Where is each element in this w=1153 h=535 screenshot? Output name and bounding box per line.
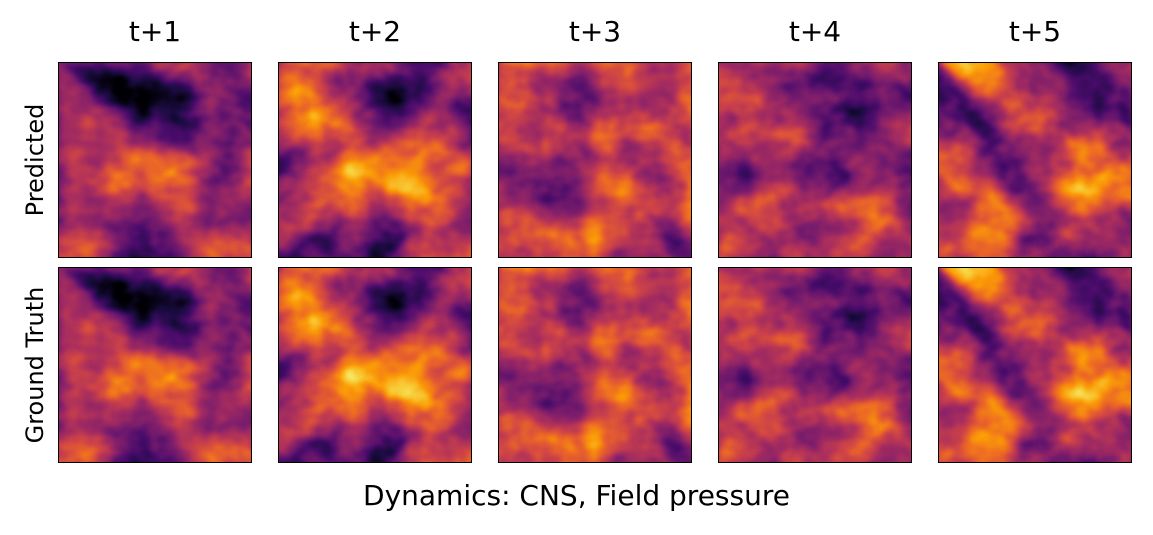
heatmap-field — [499, 63, 691, 257]
pressure-field-heatmap — [59, 268, 251, 462]
heatmap-field — [279, 268, 471, 462]
pressure-field-heatmap — [279, 63, 471, 257]
heatmap-field — [719, 268, 911, 462]
panel-predicted-t1 — [58, 62, 252, 258]
column-title-t1: t+1 — [128, 15, 182, 48]
pressure-field-heatmap — [719, 268, 911, 462]
panel-predicted-t4 — [718, 62, 912, 258]
panel-predicted-t5 — [938, 62, 1132, 258]
figure-caption: Dynamics: CNS, Field pressure — [363, 479, 790, 512]
pressure-field-heatmap — [939, 63, 1131, 257]
column-title-t4: t+4 — [788, 15, 842, 48]
pressure-field-heatmap — [59, 63, 251, 257]
pressure-field-heatmap — [499, 63, 691, 257]
pressure-field-heatmap — [279, 268, 471, 462]
heatmap-field — [59, 268, 251, 462]
pressure-field-heatmap — [939, 268, 1131, 462]
column-title-t2: t+2 — [348, 15, 402, 48]
pressure-field-heatmap — [499, 268, 691, 462]
panel-predicted-t2 — [278, 62, 472, 258]
panel-ground-truth-t3 — [498, 267, 692, 463]
heatmap-field — [939, 63, 1131, 257]
heatmap-field — [59, 63, 251, 257]
pressure-field-heatmap — [719, 63, 911, 257]
row-label-ground-truth: Ground Truth — [21, 286, 49, 444]
heatmap-field — [279, 63, 471, 257]
heatmap-field — [719, 63, 911, 257]
panel-ground-truth-t1 — [58, 267, 252, 463]
panel-ground-truth-t2 — [278, 267, 472, 463]
heatmap-field — [499, 268, 691, 462]
column-title-t3: t+3 — [568, 15, 622, 48]
heatmap-field — [939, 268, 1131, 462]
row-label-predicted: Predicted — [21, 103, 49, 217]
panel-ground-truth-t4 — [718, 267, 912, 463]
column-title-t5: t+5 — [1008, 15, 1062, 48]
panel-predicted-t3 — [498, 62, 692, 258]
panel-ground-truth-t5 — [938, 267, 1132, 463]
